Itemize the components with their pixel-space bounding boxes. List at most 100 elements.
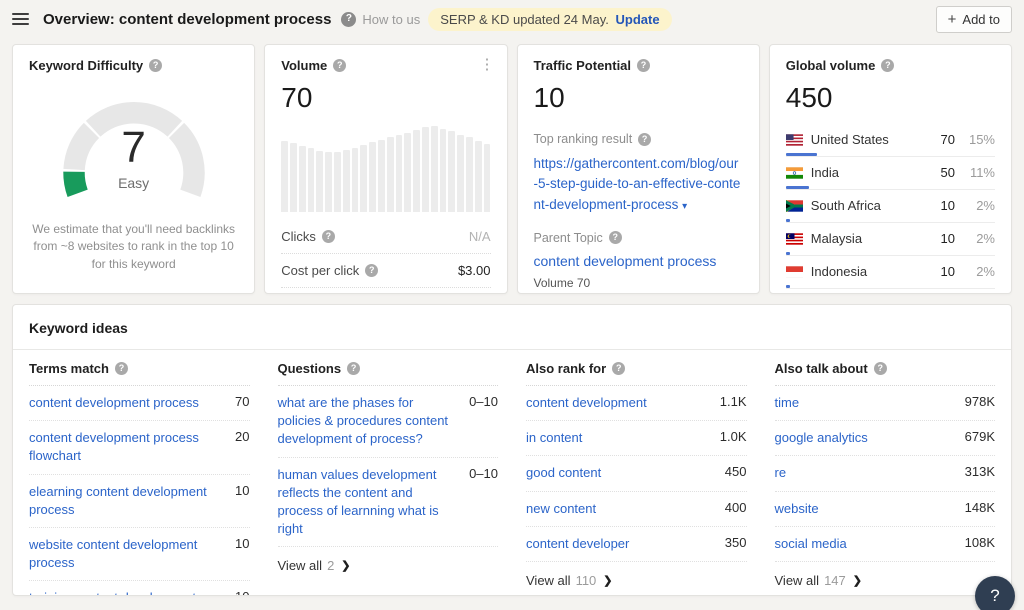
keyword-link[interactable]: in content [526,430,583,446]
keyword-link[interactable]: content development process flowchart [29,430,199,464]
country-name: South Africa [810,198,881,213]
volume-trend-bar [465,137,473,212]
volume-metric-row: Cost per click? $3.00 [281,253,491,287]
keyword-link[interactable]: training content development process [29,589,225,595]
keyword-link[interactable]: time [774,395,800,410]
keyword-link[interactable]: elearning content development process [29,483,207,517]
gv-help-icon[interactable]: ? [881,59,895,72]
kebab-menu-icon[interactable]: ⋮ [479,56,495,73]
flag-south-africa-icon [785,199,803,212]
country-share: 2% [976,198,995,213]
keyword-link[interactable]: content development process [29,395,199,410]
column-help-icon[interactable]: ? [347,362,361,375]
view-all-link[interactable]: View all 147 ❯ [775,562,996,588]
volume-trend-bar [298,145,306,212]
add-to-label: Add to [962,11,1000,27]
keyword-link[interactable]: new content [526,500,597,516]
view-all-count: 2 [327,558,335,574]
keyword-ideas-column: Also talk about? time 978K google analytics… [774,350,996,595]
view-all-link[interactable]: View all 2 ❯ [278,547,499,573]
keyword-row: human values development reflects the co… [277,458,498,548]
volume-trend-bar [369,142,377,212]
metric-label: Cost per click [281,263,360,278]
keyword-volume: 0–10 [469,465,498,481]
keyword-difficulty-card: Keyword Difficulty ? 7 Easy We estimate … [12,44,256,294]
metric-value: $3.00 [457,263,491,278]
keyword-link[interactable]: google analytics [774,430,868,446]
keyword-link[interactable]: human values development reflects the co… [277,466,439,537]
parent-topic-link[interactable]: content development process [533,252,717,269]
keyword-volume: 350 [724,534,747,550]
keyword-link[interactable]: website [774,500,819,516]
keyword-ideas-column: Also rank for? content development 1.1K in … [526,350,747,595]
country-name: Indonesia [810,264,868,279]
keyword-link[interactable]: re [774,465,787,481]
keyword-link[interactable]: content development [526,395,647,410]
kd-score: 7 [121,123,146,172]
country-row: Indonesia 10 2% [785,256,995,289]
keyword-volume: 10 [235,589,249,595]
chevron-down-icon[interactable]: ▾ [682,200,688,212]
kd-rating: Easy [118,175,150,191]
chevron-right-icon: ❯ [852,574,862,587]
keyword-volume: 0–10 [469,394,498,409]
traffic-potential-card: Traffic Potential ? 10 Top ranking resul… [516,44,760,294]
top-ranking-help-icon[interactable]: ? [638,132,652,146]
country-volume: 10 [940,198,955,213]
keyword-link[interactable]: social media [774,535,847,551]
parent-topic-help-icon[interactable]: ? [608,231,622,245]
keyword-volume: 450 [724,464,747,480]
gv-title: Global volume [785,58,876,73]
volume-trend-bar [448,131,456,212]
view-all-label: View all [277,558,323,574]
metric-help-icon[interactable]: ? [365,264,379,277]
column-help-icon[interactable]: ? [873,362,887,375]
keyword-link[interactable]: what are the phases for policies & proce… [277,395,449,447]
volume-trend-bar [334,151,341,212]
tp-help-icon[interactable]: ? [637,59,651,72]
keyword-row: in content 1.0K [526,421,747,457]
column-help-icon[interactable]: ? [612,362,626,375]
country-share: 15% [968,132,995,147]
metric-value: N/A [468,229,491,244]
volume-trend-bar [430,126,438,212]
gv-value: 450 [785,82,833,113]
volume-trend-bar [342,150,350,212]
volume-help-icon[interactable]: ? [333,59,347,72]
flag-indonesia-icon [785,265,803,278]
keyword-volume: 978K [964,394,995,409]
parent-topic-volume: Volume 70 [533,275,591,290]
volume-trend-bar [281,140,289,212]
metric-help-icon[interactable]: ? [321,230,335,243]
keyword-row: training content development process 10 [29,581,250,595]
update-link[interactable]: Update [615,11,660,27]
add-to-button[interactable]: + Add to [935,5,1012,33]
country-name: Malaysia [810,231,863,246]
volume-trend-bar [307,148,315,212]
volume-trend-bar [439,128,447,212]
keyword-row: good content 450 [526,456,747,492]
volume-trend-bar [316,150,324,212]
keyword-row: elearning content development process 10 [29,475,250,528]
help-fab-button[interactable]: ? [975,576,1015,610]
how-to-help-icon[interactable]: ? [341,11,357,27]
top-ranking-result-link[interactable]: https://gathercontent.com/blog/our-5-ste… [534,154,743,215]
kd-help-icon[interactable]: ? [149,59,163,72]
volume-metrics: Clicks? N/A Cost per click? $3.00 Clicks per… [281,220,491,293]
column-help-icon[interactable]: ? [114,362,128,375]
country-share-bar [785,285,790,288]
keyword-link[interactable]: website content development process [29,536,198,571]
country-list: United States 70 15% India 50 11% South Africa… [785,124,995,289]
keyword-volume: 679K [964,429,995,445]
how-to-link[interactable]: How to us [362,11,421,27]
menu-icon[interactable] [12,11,29,27]
keyword-link[interactable]: good content [526,465,602,481]
keyword-volume: 108K [964,534,995,550]
keyword-link[interactable]: content developer [526,535,630,551]
keyword-row: content development process flowchart 20 [29,421,250,475]
keyword-row: content development process 70 [29,386,250,422]
volume-trend-bar [395,134,403,212]
keyword-volume: 1.0K [719,429,747,445]
view-all-link[interactable]: View all 110 ❯ [526,562,747,588]
volume-trend-bar [378,139,385,212]
